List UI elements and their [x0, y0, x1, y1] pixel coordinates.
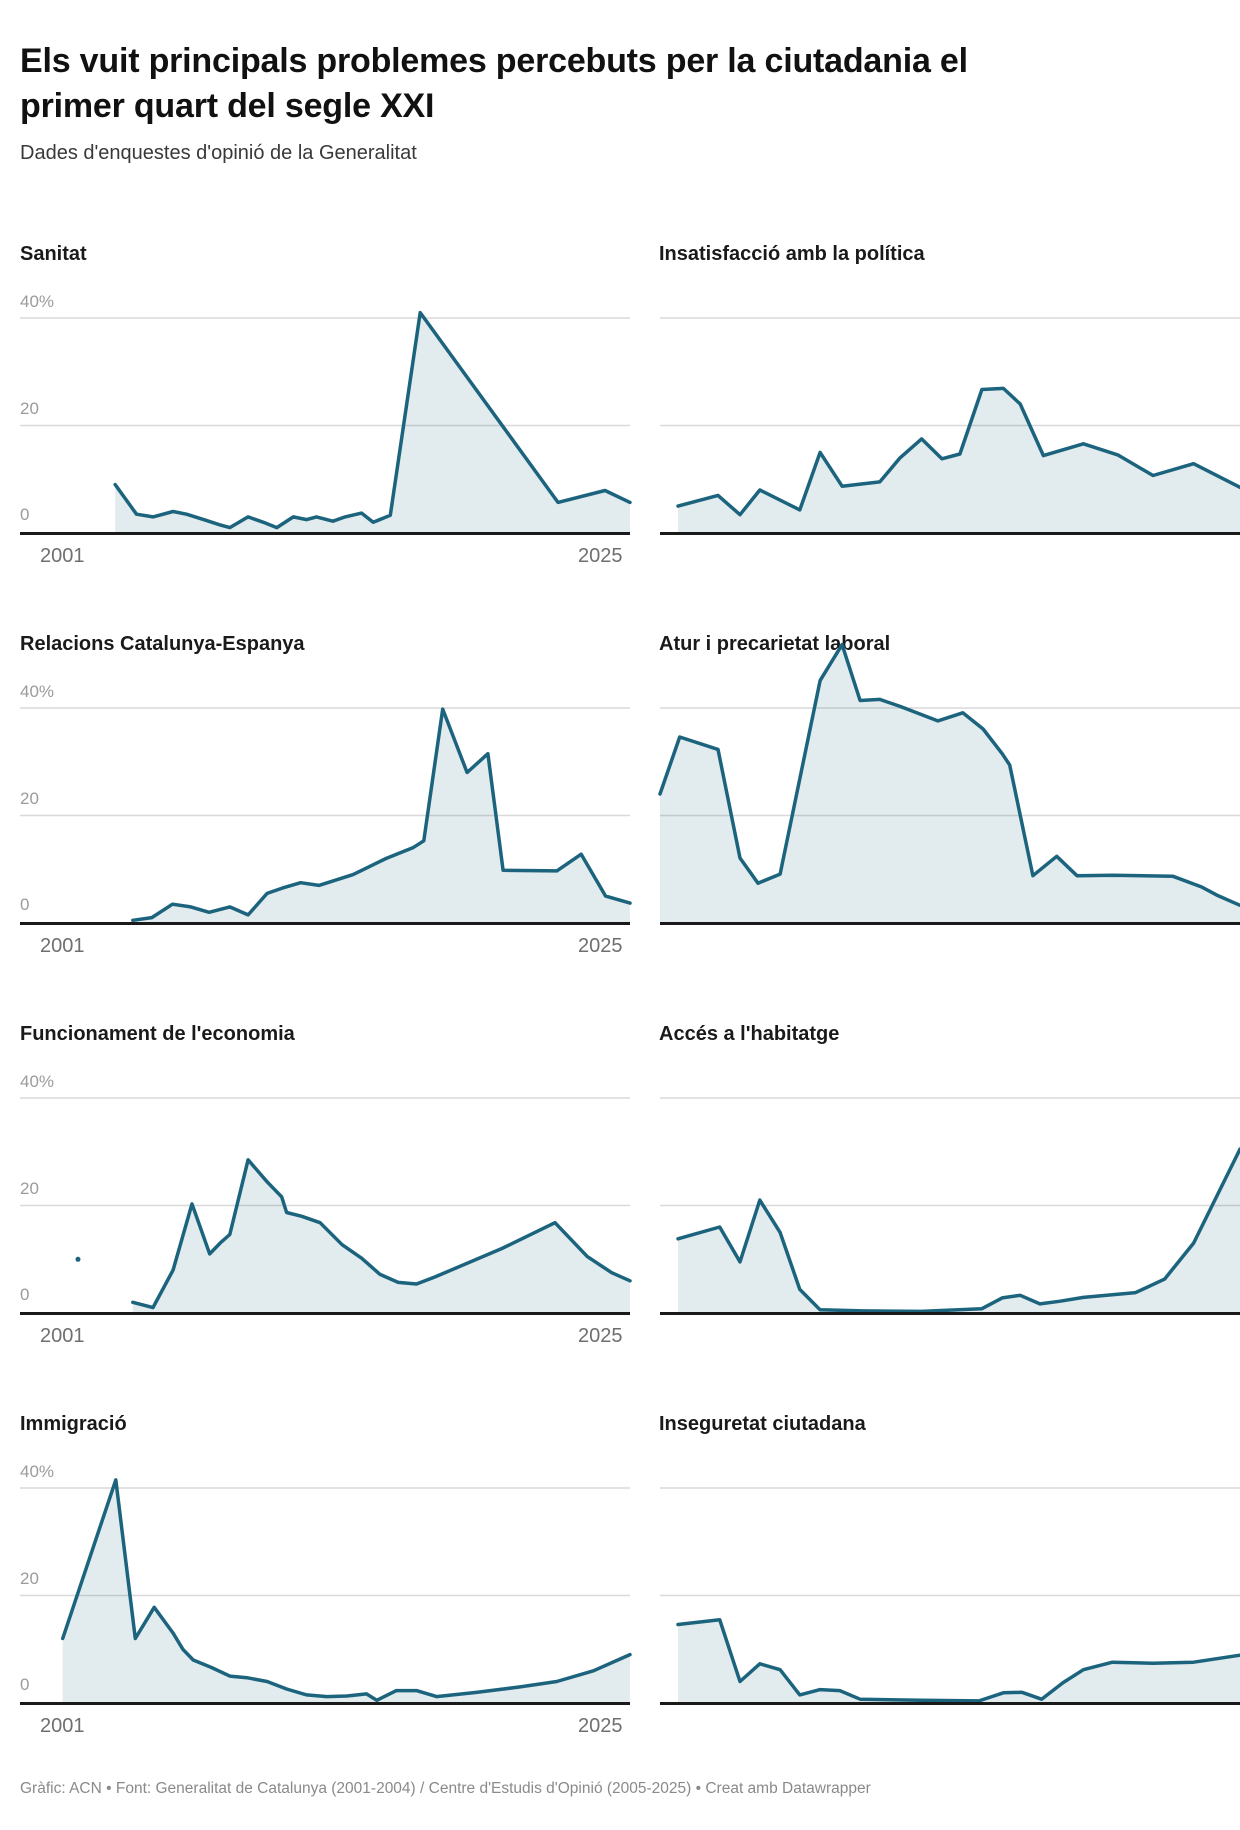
chart-title-inseguretat: Inseguretat ciutadana — [659, 1413, 866, 1435]
area-chart-habitatge — [660, 1097, 1240, 1315]
x-axis-tick-2025: 2025 — [578, 1715, 623, 1737]
y-axis-label-20: 20 — [20, 1179, 39, 1198]
area-chart-atur — [658, 642, 1240, 925]
y-axis-label-0: 0 — [20, 1285, 30, 1304]
area-chart-insatisfaccio — [660, 317, 1240, 535]
y-axis-label-0: 0 — [20, 895, 30, 914]
chart-title-economia: Funcionament de l'economia — [20, 1023, 295, 1045]
y-axis-label-20: 20 — [20, 1569, 39, 1588]
y-axis-label-40: 40% — [20, 292, 55, 311]
area-chart-sanitat — [20, 310, 632, 535]
chart-title-relacions: Relacions Catalunya-Espanya — [20, 633, 305, 655]
chart-title-atur: Atur i precarietat laboral — [659, 633, 891, 655]
x-axis-tick-2001: 2001 — [40, 545, 85, 567]
y-axis-label-40: 40% — [20, 1462, 55, 1481]
page-subtitle: Dades d'enquestes d'opinió de la General… — [20, 142, 417, 164]
area-chart-relacions — [20, 707, 632, 925]
y-axis-label-40: 40% — [20, 682, 55, 701]
chart-title-sanitat: Sanitat — [20, 243, 87, 265]
y-axis-label-0: 0 — [20, 505, 30, 524]
chart-title-insatisfaccio: Insatisfacció amb la política — [659, 243, 925, 265]
area-chart-immigracio — [20, 1478, 632, 1705]
y-axis-label-40: 40% — [20, 1072, 55, 1091]
x-axis-tick-2025: 2025 — [578, 1325, 623, 1347]
y-axis-label-20: 20 — [20, 399, 39, 418]
page-title: Els vuit principals problemes percebuts … — [20, 41, 968, 125]
x-axis-tick-2001: 2001 — [40, 1325, 85, 1347]
x-axis-tick-2025: 2025 — [578, 545, 623, 567]
x-axis-tick-2001: 2001 — [40, 1715, 85, 1737]
x-axis-tick-2025: 2025 — [578, 935, 623, 957]
y-axis-label-0: 0 — [20, 1675, 30, 1694]
chart-title-immigracio: Immigració — [20, 1413, 127, 1435]
area-chart-inseguretat — [660, 1487, 1240, 1705]
chart-title-habitatge: Accés a l'habitatge — [659, 1023, 840, 1045]
area-chart-economia — [20, 1097, 632, 1315]
x-axis-tick-2001: 2001 — [40, 935, 85, 957]
y-axis-label-20: 20 — [20, 789, 39, 808]
attribution-footer: Gràfic: ACN • Font: Generalitat de Catal… — [20, 1780, 871, 1797]
